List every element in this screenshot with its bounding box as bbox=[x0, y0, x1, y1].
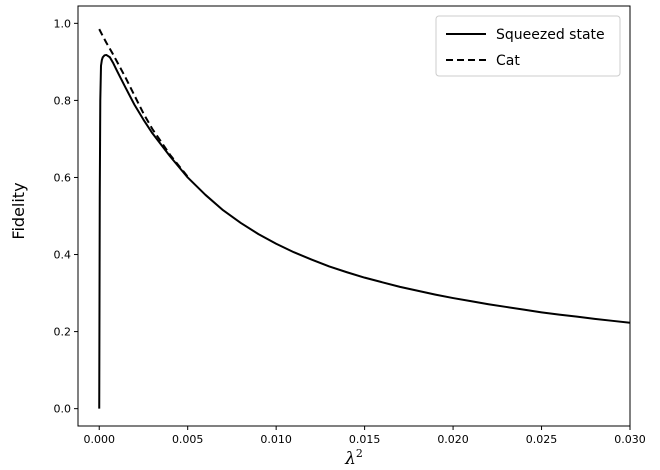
series-line-cat bbox=[98, 28, 189, 178]
x-tick-label: 0.005 bbox=[172, 433, 204, 446]
y-tick-label: 0.8 bbox=[54, 94, 72, 107]
legend-frame bbox=[435, 15, 621, 77]
y-axis-label: Fidelity bbox=[9, 182, 28, 239]
x-tick-label: 0.030 bbox=[614, 433, 646, 446]
y-tick-label: 0.4 bbox=[54, 249, 72, 262]
x-tick-label: 0.025 bbox=[526, 433, 558, 446]
y-tick-label: 1.0 bbox=[54, 17, 72, 30]
x-axis-label: λ2 bbox=[344, 447, 363, 469]
x-axis-label-superscript: 2 bbox=[356, 447, 363, 460]
y-tick-label: 0.0 bbox=[54, 403, 72, 416]
legend-label-cat: Cat bbox=[496, 53, 520, 69]
series-line-squeezed-state bbox=[98, 53, 630, 409]
x-tick-label: 0.000 bbox=[83, 433, 115, 446]
legend: Squeezed state Cat bbox=[435, 15, 621, 77]
plot-frame bbox=[77, 5, 631, 427]
y-tick-label: 0.6 bbox=[54, 171, 72, 184]
legend-label-squeezed: Squeezed state bbox=[496, 27, 605, 43]
x-axis-label-base: λ bbox=[344, 449, 356, 469]
x-tick-label: 0.020 bbox=[437, 433, 469, 446]
y-tick-label: 0.2 bbox=[54, 326, 72, 339]
x-tick-label: 0.015 bbox=[349, 433, 381, 446]
x-tick-label: 0.010 bbox=[260, 433, 292, 446]
